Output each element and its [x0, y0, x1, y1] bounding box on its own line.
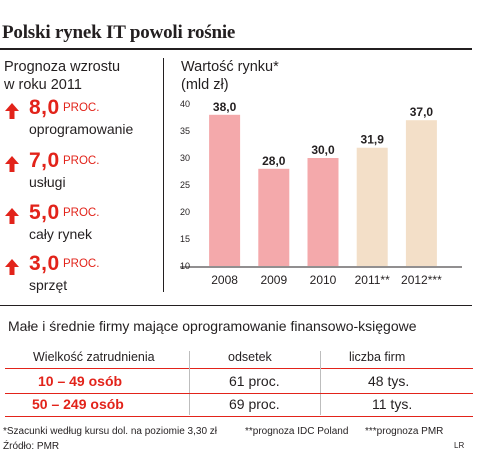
table-bottom-line — [5, 416, 473, 417]
up-arrow-icon — [5, 208, 19, 224]
growth-caption: Prognoza wzrostu w roku 2011 — [4, 58, 120, 94]
bar — [356, 147, 388, 266]
table-column-line — [320, 351, 321, 415]
section-divider — [0, 305, 472, 306]
bar-value-label: 38,0 — [213, 100, 237, 114]
table-column-line — [189, 351, 190, 415]
footnote-exchange: *Szacunki według kursu dol. na poziomie … — [3, 426, 218, 437]
growth-label: sprzęt — [29, 277, 68, 293]
bar-chart: 10 15 20 25 30 35 40 38,0 2008 28,0 2009 30,0 2010 31… — [180, 99, 462, 287]
source-note: Źródło: PMR — [3, 441, 60, 452]
bar — [258, 168, 290, 266]
chart-caption: Wartość rynku* (mld zł) — [181, 58, 279, 94]
y-tick-label: 20 — [180, 207, 190, 217]
chart-caption-line-2: (mld zł) — [181, 77, 229, 93]
chart-caption-line-1: Wartość rynku* — [181, 59, 279, 75]
page-title: Polski rynek IT powoli rośnie — [2, 22, 236, 43]
row-count: 11 tys. — [372, 396, 413, 412]
growth-label: cały rynek — [29, 226, 93, 242]
y-tick-label: 30 — [180, 153, 190, 163]
author-credit: LR — [454, 441, 465, 450]
x-tick-label: 2012*** — [401, 273, 442, 287]
title-divider — [0, 48, 472, 50]
up-arrow-icon — [5, 156, 19, 172]
y-tick-label: 25 — [180, 180, 190, 190]
x-tick-label: 2008 — [211, 273, 238, 287]
growth-caption-line-1: Prognoza wzrostu — [4, 59, 121, 75]
bar — [307, 158, 339, 266]
header-size: Wielkość zatrudnienia — [33, 350, 155, 364]
y-tick-label: 10 — [180, 261, 190, 271]
bar-value-label: 37,0 — [410, 105, 434, 119]
growth-value: 5,0 — [29, 201, 60, 224]
growth-unit: PROC. — [63, 155, 100, 167]
up-arrow-icon — [5, 103, 19, 119]
column-divider — [163, 58, 164, 292]
row-share: 61 proc. — [229, 373, 280, 389]
bar — [405, 120, 437, 266]
bar-value-label: 30,0 — [311, 143, 335, 157]
growth-unit: PROC. — [63, 102, 100, 114]
table-row: 50 – 249 osób 69 proc. 11 tys. — [0, 396, 478, 416]
growth-caption-line-2: w roku 2011 — [4, 77, 82, 93]
header-count: liczba firm — [349, 350, 406, 364]
growth-value: 3,0 — [29, 252, 60, 275]
table-row-line — [5, 393, 473, 394]
row-size: 10 – 49 osób — [38, 373, 123, 389]
bar — [209, 114, 241, 266]
bar-value-label: 28,0 — [262, 154, 286, 168]
up-arrow-icon — [5, 259, 19, 275]
y-tick-label: 40 — [180, 99, 190, 109]
x-tick-label: 2010 — [310, 273, 337, 287]
table-subtitle: Małe i średnie firmy mające oprogramowan… — [8, 318, 417, 334]
table-header-line — [5, 368, 473, 369]
x-tick-label: 2011** — [355, 273, 390, 287]
growth-value: 8,0 — [29, 96, 60, 119]
header-share: odsetek — [228, 350, 272, 364]
y-tick-label: 35 — [180, 126, 190, 136]
growth-value: 7,0 — [29, 149, 60, 172]
table-row: 10 – 49 osób 61 proc. 48 tys. — [0, 373, 478, 393]
y-tick-label: 15 — [180, 234, 190, 244]
bar-value-label: 31,9 — [361, 133, 385, 147]
row-size: 50 – 249 osób — [32, 396, 124, 412]
growth-label: oprogramowanie — [29, 121, 134, 137]
row-count: 48 tys. — [368, 373, 410, 389]
growth-label: usługi — [29, 174, 66, 190]
growth-unit: PROC. — [63, 207, 100, 219]
x-tick-label: 2009 — [260, 273, 287, 287]
row-share: 69 proc. — [229, 396, 280, 412]
footnote-idc: **prognoza IDC Poland — [245, 426, 349, 437]
footnote-pmr: ***prognoza PMR — [365, 426, 444, 437]
growth-unit: PROC. — [63, 258, 100, 270]
